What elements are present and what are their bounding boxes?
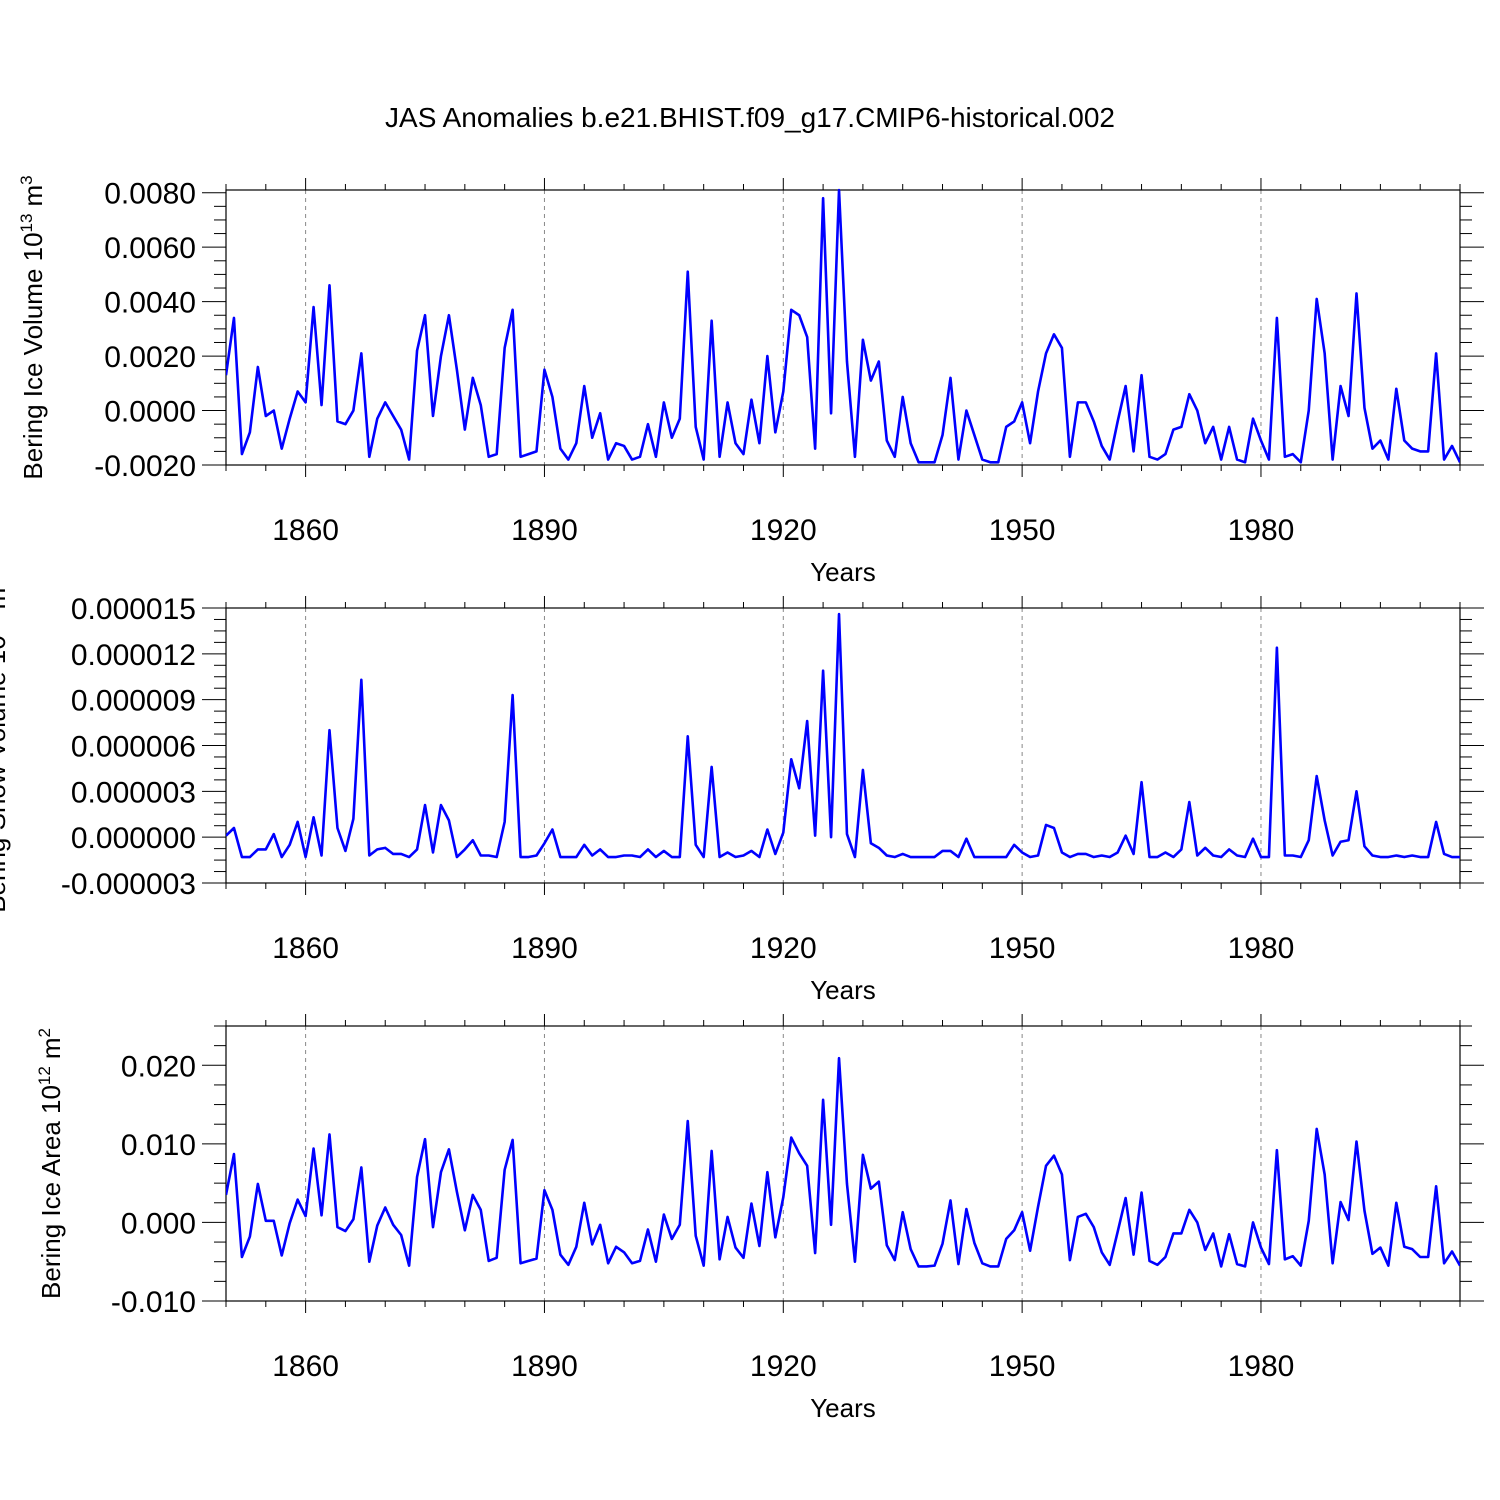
y-tick-label: 0.000: [121, 1207, 196, 1240]
x-tick-label: 1920: [750, 932, 817, 965]
x-tick-label: 1860: [272, 1350, 339, 1383]
y-axis-label-main: Bering Snow Volume 10: [0, 635, 11, 913]
y-axis-label: Bering Snow Volume 1013m3: [0, 578, 11, 913]
x-tick-label: 1860: [272, 514, 339, 547]
y-axis-label-exponent: 13: [17, 214, 36, 233]
y-tick-label: -0.0020: [94, 450, 196, 483]
y-axis-label-unit: m: [36, 1037, 66, 1059]
y-tick-label: 0.0080: [104, 178, 196, 211]
y-tick-label: 0.010: [121, 1129, 196, 1162]
x-tick-label: 1920: [750, 1350, 817, 1383]
panel-ice-volume: -0.0020 0.0000 0.0020 0.0040 0.0060 0.0080 186…: [17, 175, 1484, 587]
x-axis-label: Years: [810, 975, 876, 1005]
x-tick-label: 1860: [272, 932, 339, 965]
panel-snow-volume: -0.000003 0.000000 0.000003 0.000006 0.00000…: [0, 578, 1484, 1005]
series-line-ice_area: [226, 1056, 1460, 1268]
x-tick-label: 1950: [989, 514, 1056, 547]
y-tick-label: 0.0000: [104, 396, 196, 429]
x-tick-label: 1890: [511, 932, 578, 965]
y-tick-label: 0.0060: [104, 232, 196, 265]
y-tick-label: 0.020: [121, 1050, 196, 1083]
y-tick-label: 0.000003: [71, 776, 196, 809]
figure-title: JAS Anomalies b.e21.BHIST.f09_g17.CMIP6-…: [385, 102, 1115, 133]
y-axis-label-exponent: 12: [35, 1066, 54, 1085]
y-axis-label-unit-exponent: 2: [35, 1028, 54, 1037]
panel-ice-area: -0.010 0.000 0.010 0.020 1860 1890 1920 1950 198…: [35, 1014, 1484, 1423]
series-line-ice_volume: [226, 188, 1460, 464]
y-tick-label: 0.000009: [71, 685, 196, 718]
y-axis-label-unit: m: [18, 185, 48, 207]
y-tick-label: 0.000012: [71, 639, 196, 672]
y-tick-label: -0.000003: [61, 868, 196, 901]
y-axis-label-unit: m: [0, 588, 11, 610]
x-tick-label: 1950: [989, 932, 1056, 965]
x-tick-label: 1890: [511, 514, 578, 547]
y-tick-label: 0.0020: [104, 341, 196, 374]
y-tick-label: 0.000006: [71, 731, 196, 764]
x-axis-label: Years: [810, 1393, 876, 1423]
y-axis-label-main: Bering Ice Volume 10: [18, 232, 48, 479]
x-axis-label: Years: [810, 557, 876, 587]
x-tick-label: 1980: [1228, 932, 1295, 965]
y-axis-label-main: Bering Ice Area 10: [36, 1085, 66, 1299]
x-tick-label: 1950: [989, 1350, 1056, 1383]
y-tick-label: 0.000000: [71, 822, 196, 855]
y-axis-label: Bering Ice Area 1012 m2: [35, 1028, 66, 1299]
y-tick-label: 0.0040: [104, 287, 196, 320]
series-line-snow_volume: [226, 612, 1460, 859]
x-tick-label: 1920: [750, 514, 817, 547]
y-axis-label-unit-exponent: 3: [17, 175, 36, 184]
x-tick-label: 1980: [1228, 1350, 1295, 1383]
y-axis-label: Bering Ice Volume 1013 m3: [17, 175, 48, 479]
y-tick-label: -0.010: [111, 1286, 196, 1319]
y-tick-label: 0.000015: [71, 593, 196, 626]
x-tick-label: 1890: [511, 1350, 578, 1383]
plot-frame: [225, 189, 1461, 466]
x-tick-label: 1980: [1228, 514, 1295, 547]
